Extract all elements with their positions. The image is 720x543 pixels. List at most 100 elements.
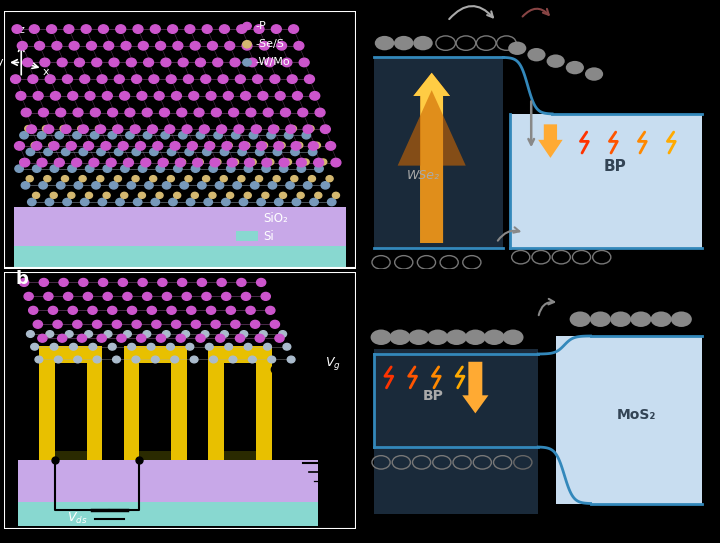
Circle shape: [207, 142, 215, 148]
Circle shape: [95, 125, 102, 131]
Circle shape: [66, 142, 73, 148]
Text: x: x: [42, 67, 49, 77]
Circle shape: [302, 131, 310, 139]
Circle shape: [218, 75, 228, 84]
Circle shape: [254, 125, 261, 131]
Circle shape: [79, 148, 88, 156]
Circle shape: [120, 142, 127, 148]
Circle shape: [145, 182, 153, 189]
Circle shape: [176, 159, 185, 167]
Circle shape: [32, 192, 40, 198]
Circle shape: [96, 175, 104, 182]
Circle shape: [53, 320, 62, 328]
Circle shape: [102, 142, 109, 148]
Circle shape: [101, 142, 111, 150]
Circle shape: [148, 125, 156, 131]
Circle shape: [81, 25, 91, 33]
Circle shape: [112, 320, 122, 328]
Circle shape: [108, 108, 117, 117]
Circle shape: [375, 36, 395, 50]
Circle shape: [91, 58, 102, 67]
Circle shape: [217, 279, 226, 286]
Circle shape: [328, 198, 336, 206]
Circle shape: [273, 175, 280, 182]
Circle shape: [160, 108, 169, 117]
Circle shape: [196, 58, 205, 67]
Bar: [236, 213, 258, 223]
Circle shape: [161, 131, 169, 139]
Circle shape: [61, 125, 71, 134]
Circle shape: [138, 192, 145, 198]
Circle shape: [50, 92, 60, 100]
Circle shape: [235, 334, 245, 342]
Circle shape: [249, 159, 256, 165]
Circle shape: [150, 175, 157, 182]
Circle shape: [178, 279, 186, 286]
Circle shape: [132, 148, 140, 156]
Circle shape: [161, 58, 171, 67]
Circle shape: [44, 175, 51, 182]
Circle shape: [31, 343, 39, 350]
Circle shape: [12, 25, 22, 33]
FancyArrow shape: [413, 73, 450, 243]
Bar: [208, 363, 224, 459]
Circle shape: [126, 159, 132, 165]
Circle shape: [103, 165, 112, 172]
Circle shape: [116, 198, 125, 206]
Circle shape: [279, 331, 287, 337]
Circle shape: [63, 198, 71, 206]
Text: WSe₂: WSe₂: [407, 168, 439, 181]
Circle shape: [108, 159, 115, 165]
Circle shape: [78, 125, 85, 131]
Polygon shape: [556, 336, 702, 504]
Circle shape: [68, 192, 75, 198]
Circle shape: [180, 182, 189, 189]
Bar: [208, 346, 271, 363]
Circle shape: [143, 108, 152, 117]
Circle shape: [121, 41, 131, 50]
Circle shape: [20, 159, 30, 167]
Circle shape: [143, 159, 150, 165]
Circle shape: [268, 356, 276, 363]
Circle shape: [154, 92, 164, 100]
Circle shape: [74, 356, 81, 363]
Circle shape: [89, 343, 96, 350]
Bar: [171, 363, 187, 459]
FancyArrow shape: [397, 90, 466, 243]
Circle shape: [104, 41, 114, 50]
Circle shape: [267, 131, 275, 139]
Circle shape: [74, 58, 84, 67]
Circle shape: [109, 182, 118, 189]
Circle shape: [246, 306, 255, 314]
Circle shape: [32, 142, 42, 150]
Circle shape: [73, 320, 82, 328]
FancyArrow shape: [462, 362, 488, 413]
Circle shape: [262, 192, 269, 198]
Circle shape: [127, 343, 135, 350]
Circle shape: [30, 25, 39, 33]
Circle shape: [167, 148, 176, 156]
Circle shape: [150, 148, 158, 156]
Circle shape: [234, 125, 244, 134]
Circle shape: [232, 159, 238, 165]
Circle shape: [96, 148, 105, 156]
Circle shape: [174, 192, 181, 198]
Circle shape: [186, 306, 196, 314]
Circle shape: [220, 148, 229, 156]
Circle shape: [156, 334, 166, 342]
Circle shape: [84, 142, 94, 150]
Circle shape: [138, 279, 147, 286]
Circle shape: [313, 142, 320, 148]
Circle shape: [185, 25, 195, 33]
Circle shape: [144, 58, 153, 67]
Circle shape: [220, 25, 230, 33]
Circle shape: [108, 131, 117, 139]
Bar: [140, 451, 171, 459]
Circle shape: [271, 125, 279, 131]
Circle shape: [39, 182, 48, 189]
Circle shape: [162, 293, 171, 300]
Circle shape: [230, 58, 240, 67]
Circle shape: [137, 92, 147, 100]
Circle shape: [103, 192, 110, 198]
Circle shape: [69, 41, 79, 50]
